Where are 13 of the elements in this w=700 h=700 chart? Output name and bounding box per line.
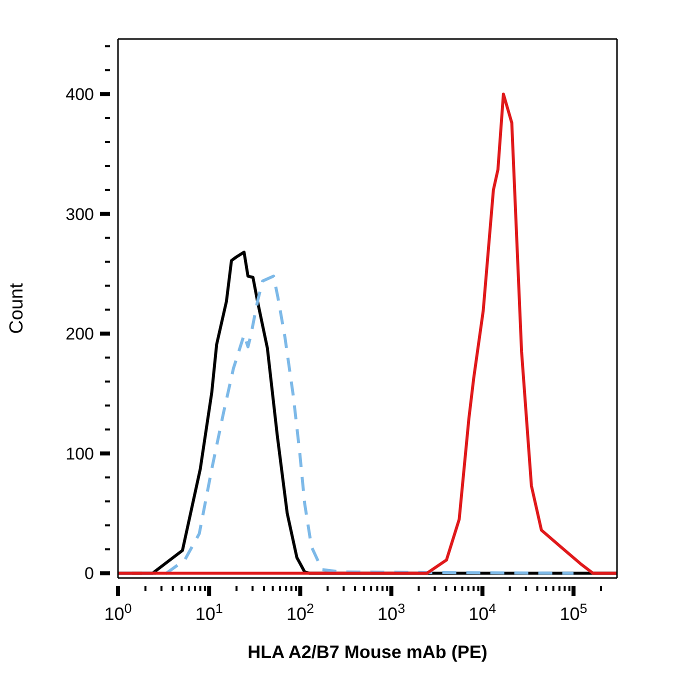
x-tick-label: 10$^{4}$ — [468, 600, 497, 624]
y-axis-title: Count — [6, 282, 28, 334]
y-tick-label: 200 — [66, 324, 94, 344]
x-axis-title: HLA A2/B7 Mouse mAb (PE) — [248, 642, 488, 662]
x-tick-label: 10$^{2}$ — [286, 600, 314, 624]
y-tick-label: 0 — [84, 564, 94, 584]
x-tick-label: 10$^{5}$ — [560, 600, 588, 624]
y-tick-label: 300 — [66, 204, 94, 224]
y-tick-label: 100 — [66, 444, 94, 464]
x-tick-label: 10$^{1}$ — [195, 600, 223, 624]
x-tick-label: 10$^{3}$ — [378, 600, 406, 624]
x-tick-label: 10$^{0}$ — [104, 600, 132, 624]
y-tick-label: 400 — [66, 85, 94, 104]
